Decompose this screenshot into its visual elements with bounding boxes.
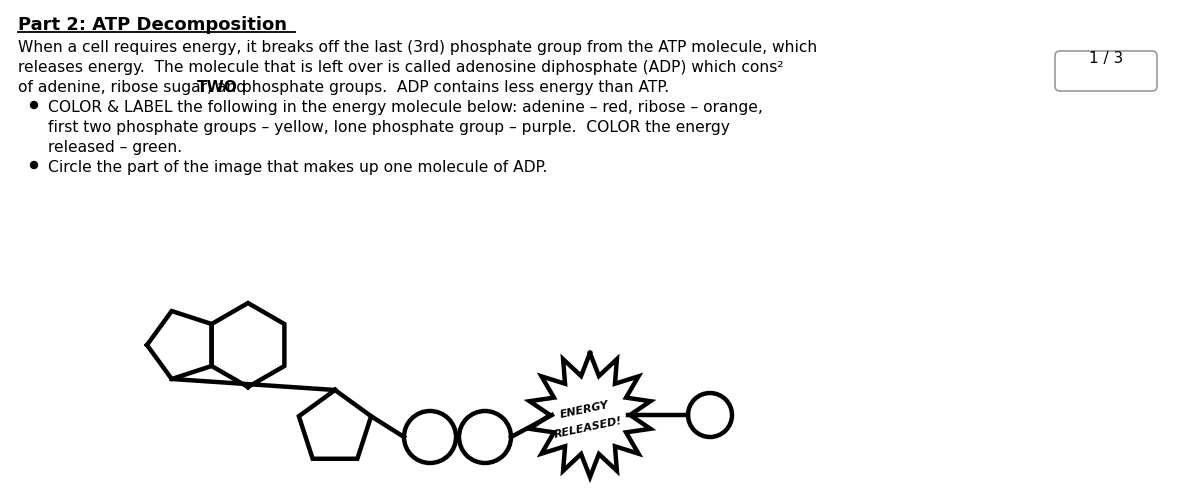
Text: ENERGY: ENERGY (559, 400, 610, 420)
Circle shape (30, 101, 37, 108)
Text: Part 2: ATP Decomposition: Part 2: ATP Decomposition (18, 16, 287, 34)
Text: 1 / 3: 1 / 3 (1088, 50, 1123, 65)
Text: phosphate groups.  ADP contains less energy than ATP.: phosphate groups. ADP contains less ener… (238, 80, 670, 95)
Text: Circle the part of the image that makes up one molecule of ADP.: Circle the part of the image that makes … (48, 160, 547, 175)
Text: first two phosphate groups – yellow, lone phosphate group – purple.  COLOR the e: first two phosphate groups – yellow, lon… (48, 120, 730, 135)
Text: COLOR & LABEL the following in the energy molecule below: adenine – red, ribose : COLOR & LABEL the following in the energ… (48, 100, 763, 115)
FancyBboxPatch shape (1055, 51, 1157, 91)
Circle shape (30, 161, 37, 168)
Text: TWO: TWO (197, 80, 238, 95)
Text: released – green.: released – green. (48, 140, 182, 155)
Text: RELEASED!: RELEASED! (553, 416, 623, 440)
Text: of adenine, ribose sugar, and: of adenine, ribose sugar, and (18, 80, 251, 95)
Text: When a cell requires energy, it breaks off the last (3rd) phosphate group from t: When a cell requires energy, it breaks o… (18, 40, 817, 55)
Text: releases energy.  The molecule that is left over is called adenosine diphosphate: releases energy. The molecule that is le… (18, 60, 784, 75)
